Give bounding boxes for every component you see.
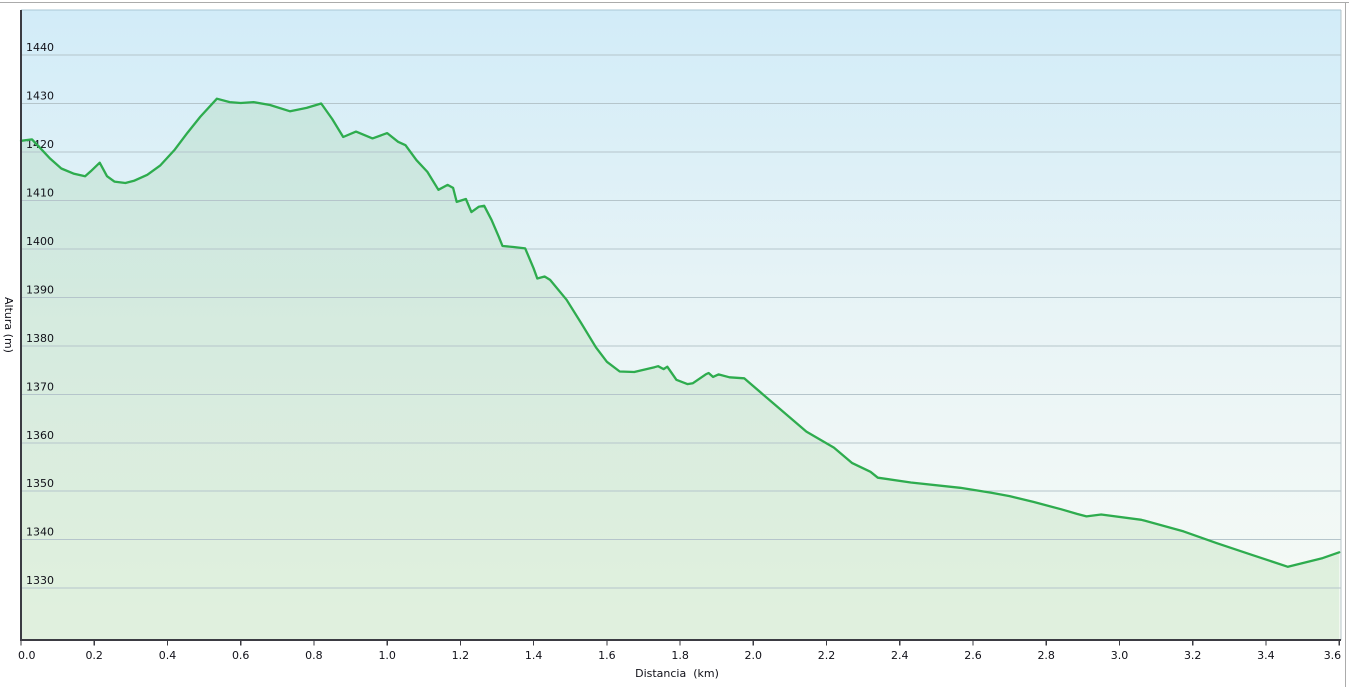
x-tick-label-2.0: 2.0 — [745, 649, 763, 662]
x-tick-label-0.8: 0.8 — [305, 649, 323, 662]
x-tick-label-1.8: 1.8 — [671, 649, 689, 662]
x-tick-label-3.2: 3.2 — [1184, 649, 1202, 662]
y-tick-label-1400: 1400 — [26, 235, 54, 248]
y-tick-label-1440: 1440 — [26, 41, 54, 54]
x-tick-label-3.4: 3.4 — [1257, 649, 1275, 662]
x-tick-label-0.6: 0.6 — [232, 649, 250, 662]
y-axis-title: Altura (m) — [2, 297, 15, 353]
x-tick-label-2.4: 2.4 — [891, 649, 909, 662]
y-tick-label-1340: 1340 — [26, 526, 54, 539]
y-tick-label-1430: 1430 — [26, 90, 54, 103]
x-tick-label-2.2: 2.2 — [818, 649, 836, 662]
x-tick-label-2.6: 2.6 — [964, 649, 982, 662]
window-border-top — [0, 2, 1349, 3]
elevation-line — [19, 97, 1341, 568]
y-tick-label-1350: 1350 — [26, 477, 54, 490]
x-tick-label-3.0: 3.0 — [1111, 649, 1129, 662]
y-tick-label-1370: 1370 — [26, 380, 54, 393]
x-tick-label-1.4: 1.4 — [525, 649, 543, 662]
elevation-area-fill — [21, 98, 1340, 640]
window-border-right — [1345, 2, 1346, 687]
y-tick-label-1380: 1380 — [26, 332, 54, 345]
x-tick-label-1.6: 1.6 — [598, 649, 616, 662]
y-tick-label-1390: 1390 — [26, 283, 54, 296]
x-tick-label-2.8: 2.8 — [1037, 649, 1055, 662]
x-tick-label-1.0: 1.0 — [378, 649, 396, 662]
y-tick-label-1330: 1330 — [26, 574, 54, 587]
x-tick-label-0.2: 0.2 — [85, 649, 103, 662]
x-tick-label-3.6: 3.6 — [1324, 649, 1342, 662]
plot-background — [21, 10, 1341, 640]
x-axis-title: Distancia (km) — [635, 667, 719, 680]
x-tick-label-1.2: 1.2 — [452, 649, 470, 662]
x-tick-label-0.0: 0.0 — [18, 649, 36, 662]
x-tick-label-0.4: 0.4 — [159, 649, 177, 662]
y-tick-label-1360: 1360 — [26, 429, 54, 442]
y-tick-label-1410: 1410 — [26, 187, 54, 200]
